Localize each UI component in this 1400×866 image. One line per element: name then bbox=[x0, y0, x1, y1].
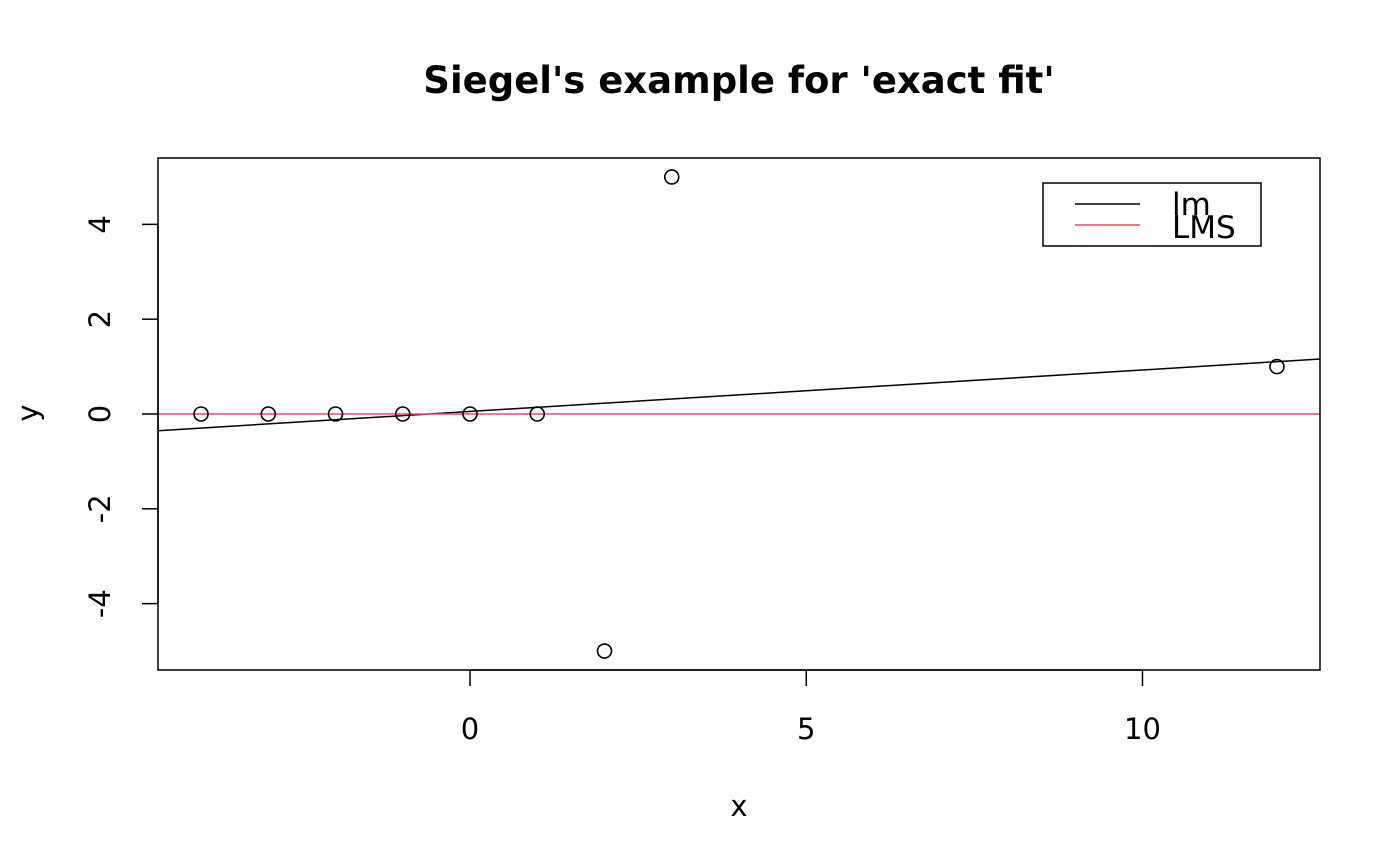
y-tick-label: -4 bbox=[83, 589, 117, 618]
y-axis-label: y bbox=[11, 404, 45, 421]
chart-title: Siegel's example for 'exact fit' bbox=[423, 59, 1054, 102]
y-axis: -4 -2 0 2 4 bbox=[83, 215, 159, 618]
x-tick-label: 10 bbox=[1124, 712, 1161, 746]
fit-lines bbox=[157, 358, 1321, 432]
y-tick-label: -2 bbox=[83, 494, 117, 523]
legend-label-lm: lm bbox=[1172, 187, 1211, 223]
legend: lm LMS bbox=[1042, 182, 1262, 247]
y-tick-label: 2 bbox=[83, 310, 117, 328]
data-point bbox=[462, 406, 478, 422]
data-point bbox=[193, 406, 209, 422]
x-axis: 0 5 10 bbox=[461, 669, 1161, 746]
x-axis-label: x bbox=[730, 789, 747, 823]
data-point bbox=[394, 406, 411, 422]
data-point bbox=[327, 406, 344, 422]
data-point bbox=[1269, 358, 1285, 375]
x-tick-label: 5 bbox=[797, 712, 815, 746]
x-tick-label: 0 bbox=[461, 712, 479, 746]
fit-line-lm bbox=[157, 358, 1321, 432]
data-point bbox=[596, 643, 613, 659]
data-point bbox=[260, 406, 277, 422]
y-tick-label: 4 bbox=[83, 215, 117, 233]
data-points bbox=[193, 169, 1285, 659]
y-tick-label: 0 bbox=[83, 405, 117, 423]
data-point bbox=[529, 406, 546, 422]
legend-box bbox=[1042, 182, 1262, 247]
data-point bbox=[663, 169, 680, 185]
legend-label-lms: LMS bbox=[1172, 210, 1236, 246]
